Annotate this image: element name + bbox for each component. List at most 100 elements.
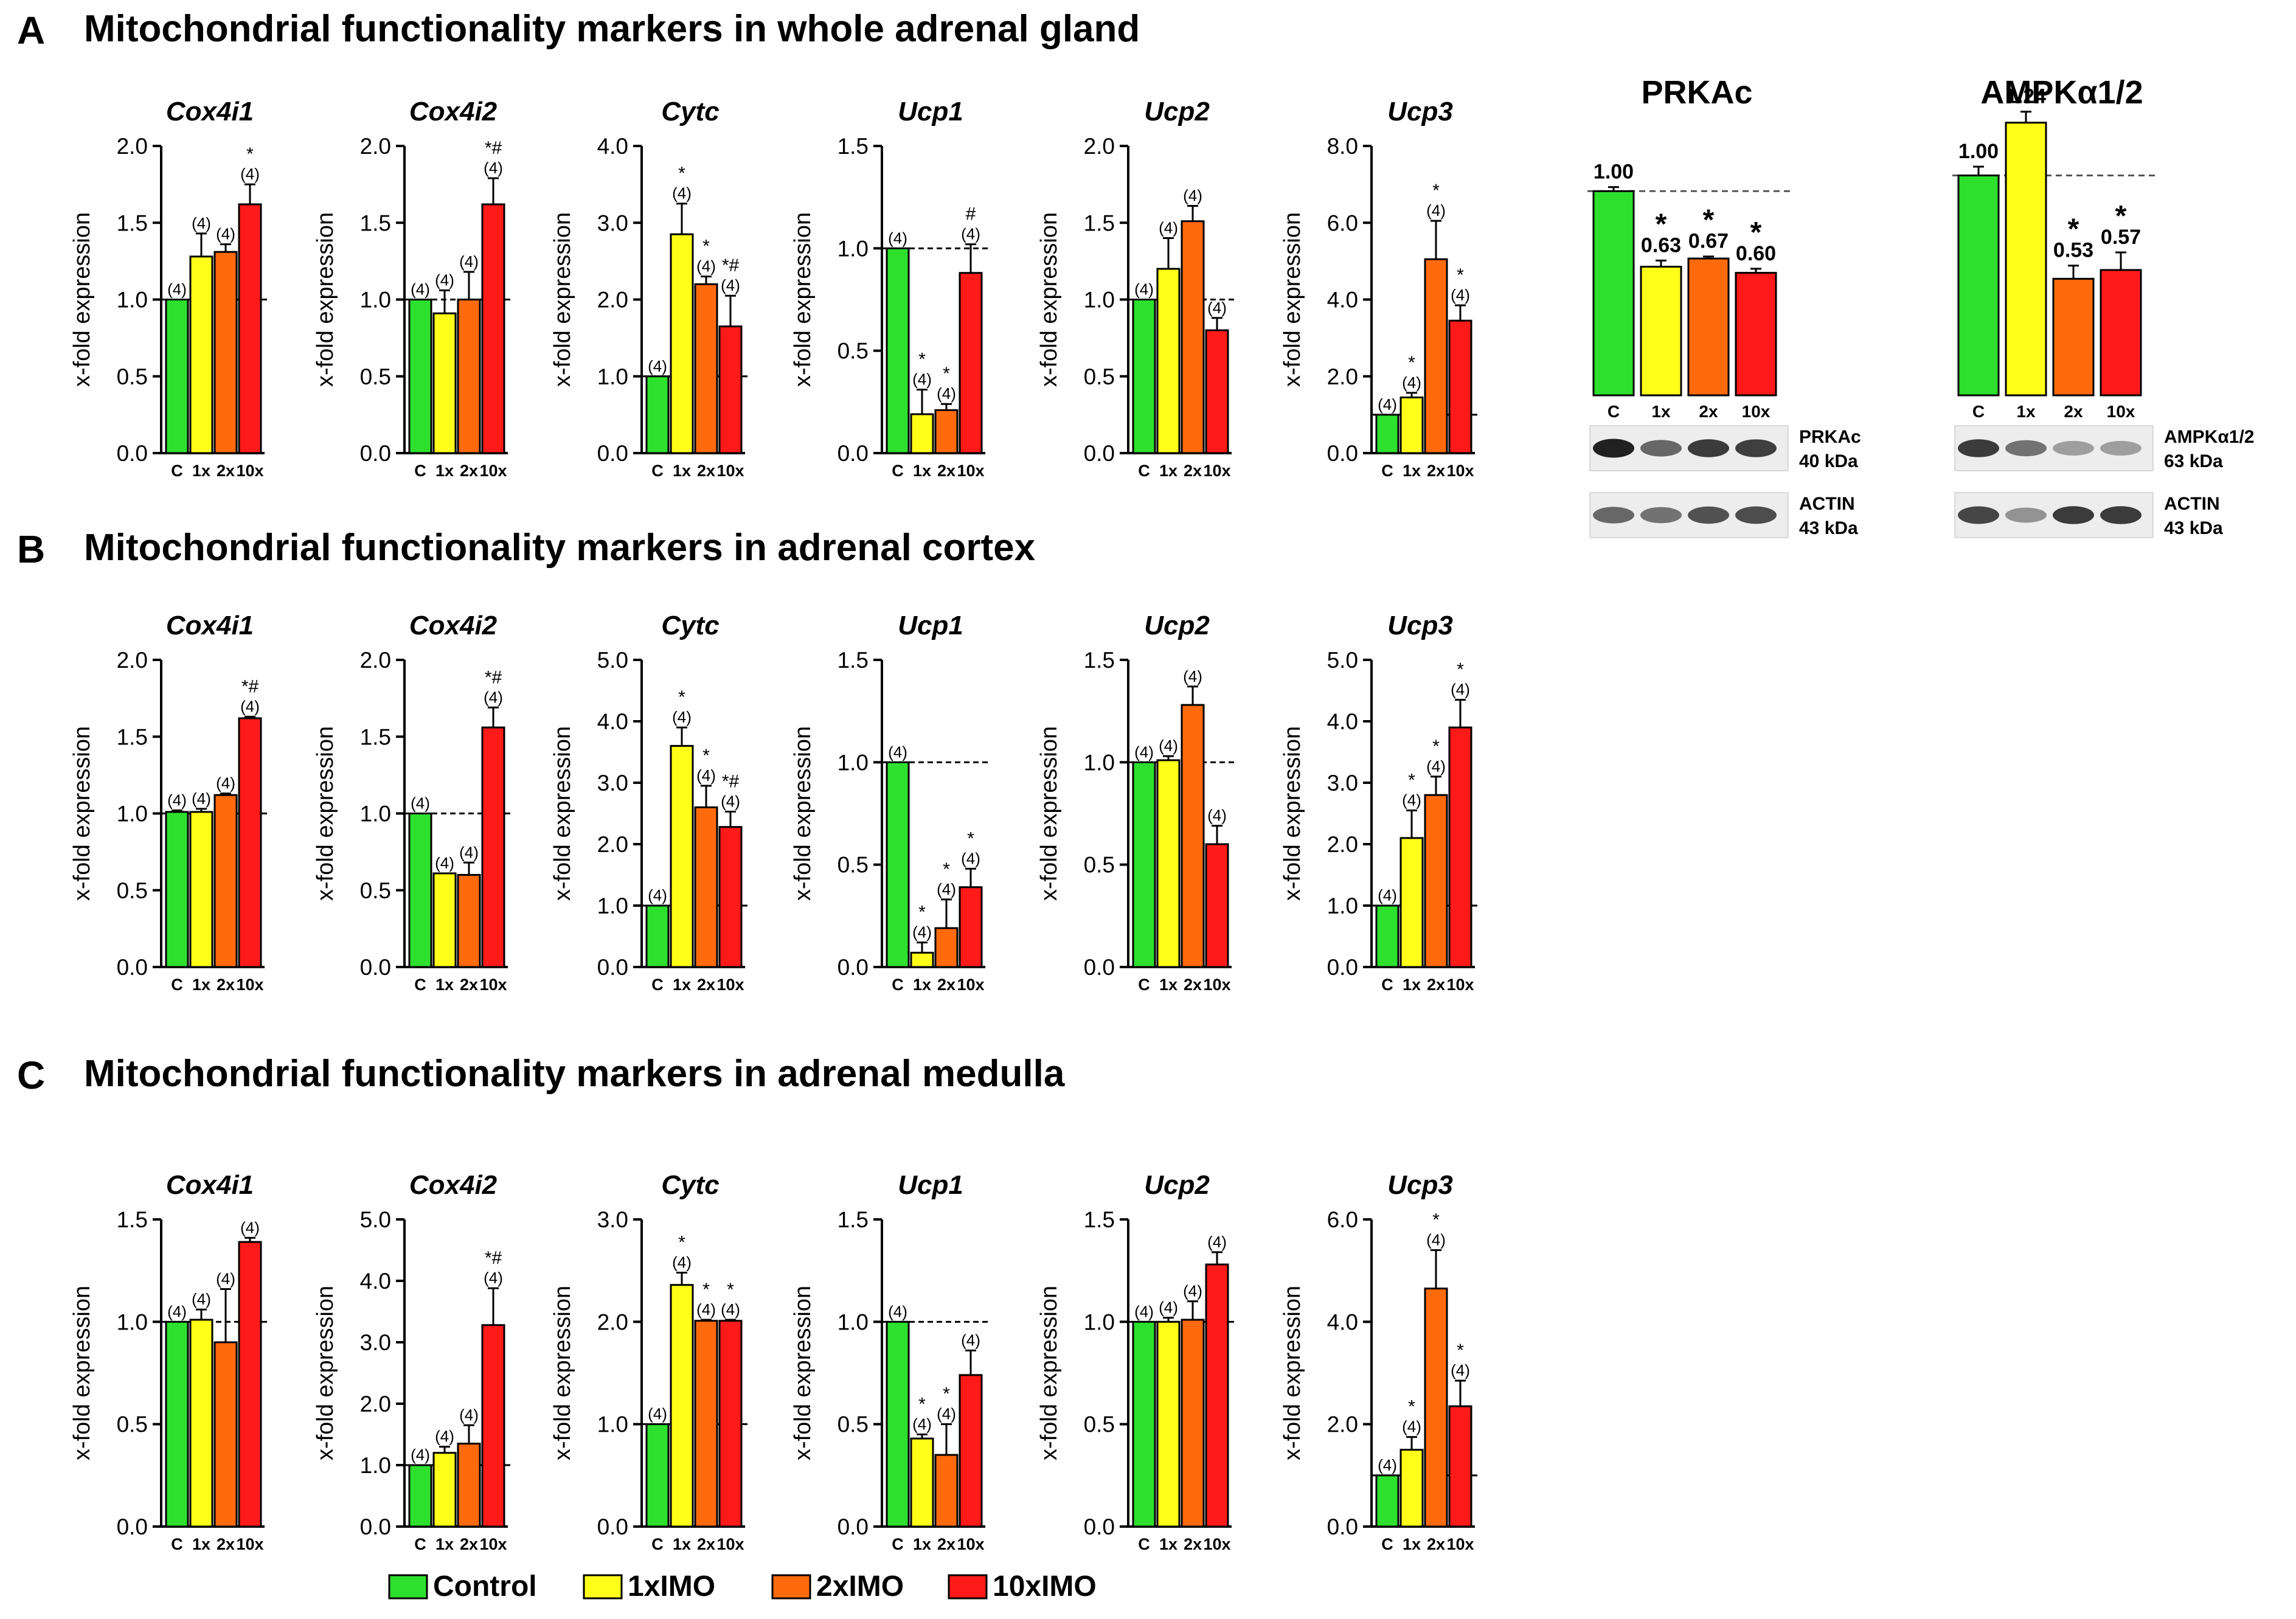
x-tick-label: 2x — [217, 462, 235, 480]
y-tick-label: 1.0 — [117, 802, 148, 827]
bar-chart-panel: Ucp3 x-fold expression 0.0 2.0 4.0 6.0 (4) C (4)… — [1280, 1170, 1481, 1553]
x-tick-label: 1x — [2016, 402, 2036, 421]
sample-size-label: (4) — [672, 708, 692, 726]
sample-size-label: (4) — [961, 225, 980, 243]
bar-1x — [432, 872, 457, 968]
y-axis-label: x-fold expression — [1036, 212, 1062, 387]
y-tick-label: 0.5 — [838, 853, 869, 878]
bar-C — [1375, 904, 1399, 968]
sample-size-label: (4) — [411, 794, 430, 813]
bar-10x — [1448, 726, 1472, 968]
significance-mark: * — [1408, 353, 1415, 373]
x-tick-label: 1x — [1403, 462, 1421, 480]
x-tick-label: C — [414, 1535, 426, 1553]
blot-band — [2053, 440, 2094, 456]
y-tick-label: 1.5 — [838, 134, 869, 159]
y-tick-label: 0.0 — [838, 955, 869, 980]
y-tick-label: 0.0 — [597, 955, 628, 980]
chart-title: Ucp3 — [1387, 1170, 1453, 1200]
sample-size-label: (4) — [888, 229, 907, 247]
sample-size-label: (4) — [1183, 1282, 1202, 1300]
western-blot-panel: AMPKα1/21.00C1.241x0.53*2x0.57*10xAMPKα1… — [1952, 74, 2254, 538]
x-tick-label: 10x — [1446, 1535, 1474, 1553]
x-tick-label: 1x — [1159, 462, 1177, 480]
x-tick-label: C — [892, 462, 904, 480]
bar-10x — [1735, 272, 1777, 397]
bar-chart-panel: Cytc x-fold expression 0.0 1.0 2.0 3.0 4.0 5.0 (… — [550, 611, 751, 994]
value-label: 0.60 — [1736, 242, 1776, 265]
y-tick-label: 1.0 — [597, 1412, 628, 1437]
significance-mark: # — [966, 204, 976, 224]
band-size-label: 43 kDa — [2164, 518, 2223, 538]
x-tick-label: 1x — [1159, 1535, 1177, 1553]
legend-label: 10xIMO — [993, 1570, 1097, 1603]
y-axis-label: x-fold expression — [313, 726, 338, 901]
y-tick-label: 5.0 — [1327, 648, 1358, 673]
chart-title: Cytc — [661, 97, 719, 127]
bar-C — [1132, 299, 1156, 454]
sample-size-label: (4) — [484, 1269, 503, 1287]
bar-C — [645, 904, 670, 968]
y-tick-label: 0.0 — [1084, 1514, 1115, 1539]
sample-size-label: (4) — [192, 214, 211, 232]
bar-C — [645, 375, 670, 454]
chart-title: Cytc — [661, 1170, 719, 1200]
significance-mark: * — [702, 237, 710, 257]
y-tick-label: 2.0 — [360, 648, 391, 673]
western-blot-panel: PRKAc1.00C0.63*1x0.67*2x0.60*10xPRKAc40 … — [1587, 74, 1861, 538]
bar-10x — [1205, 843, 1229, 968]
bar-C — [1592, 190, 1635, 397]
bar-C — [1132, 1320, 1156, 1528]
y-tick-label: 0.5 — [1084, 853, 1115, 878]
legend-item: 10xIMO — [948, 1570, 1097, 1603]
x-tick-label: 1x — [673, 1535, 691, 1553]
x-tick-label: 10x — [1203, 462, 1230, 480]
bar-10x — [959, 1374, 983, 1528]
sample-size-label: (4) — [648, 357, 667, 375]
x-tick-label: 10x — [1446, 976, 1474, 994]
x-tick-label: 2x — [1699, 402, 1718, 421]
y-tick-label: 0.5 — [360, 878, 391, 903]
y-tick-label: 0.5 — [1084, 364, 1115, 389]
chart-title: Ucp1 — [898, 1170, 963, 1200]
bar-C — [1375, 414, 1399, 454]
band-name-label: PRKAc — [1799, 427, 1861, 447]
significance-mark: * — [967, 828, 974, 848]
sample-size-label: (4) — [1378, 1456, 1397, 1474]
sample-size-label: (4) — [435, 1427, 454, 1446]
y-tick-label: 0.5 — [838, 339, 869, 364]
x-tick-label: 2x — [1184, 976, 1202, 994]
x-tick-label: 10x — [236, 1535, 263, 1553]
y-tick-label: 0.0 — [360, 1514, 391, 1539]
bar-chart-panel: Cox4i2 x-fold expression 0.0 0.5 1.0 1.5 2.0 (4… — [313, 97, 514, 480]
sample-size-label: (4) — [648, 1405, 667, 1423]
bar-10x — [238, 1241, 262, 1528]
y-axis-label: x-fold expression — [550, 212, 575, 387]
bar-chart-panel: Cox4i1 x-fold expression 0.0 0.5 1.0 1.5 2.0 (4… — [69, 611, 271, 994]
sample-size-label: (4) — [937, 880, 956, 898]
x-tick-label: C — [414, 462, 426, 480]
y-tick-label: 3.0 — [1327, 771, 1358, 796]
y-tick-label: 1.0 — [360, 802, 391, 827]
sample-size-label: (4) — [1451, 286, 1470, 304]
sample-size-label: (4) — [1134, 280, 1154, 299]
sample-size-label: (4) — [1426, 1231, 1446, 1249]
bar-10x — [718, 325, 743, 454]
bar-1x — [189, 255, 213, 454]
bar-10x — [2100, 269, 2142, 397]
x-tick-label: C — [1381, 1535, 1393, 1553]
y-tick-label: 0.5 — [117, 364, 148, 389]
x-tick-label: 10x — [1742, 402, 1771, 421]
bar-chart-panel: Ucp3 x-fold expression 0.0 1.0 2.0 3.0 4.0 5.0 (… — [1280, 611, 1481, 994]
band-size-label: 40 kDa — [1799, 451, 1858, 471]
blot-band — [1735, 506, 1777, 524]
band-size-label: 63 kDa — [2164, 451, 2223, 471]
significance-mark: *# — [722, 255, 740, 276]
y-tick-label: 1.0 — [597, 893, 628, 918]
x-tick-label: 10x — [479, 462, 507, 480]
significance-mark: * — [918, 903, 926, 923]
y-tick-label: 0.0 — [1084, 955, 1115, 980]
significance-mark: *# — [241, 676, 259, 696]
y-axis-label: x-fold expression — [69, 726, 95, 901]
